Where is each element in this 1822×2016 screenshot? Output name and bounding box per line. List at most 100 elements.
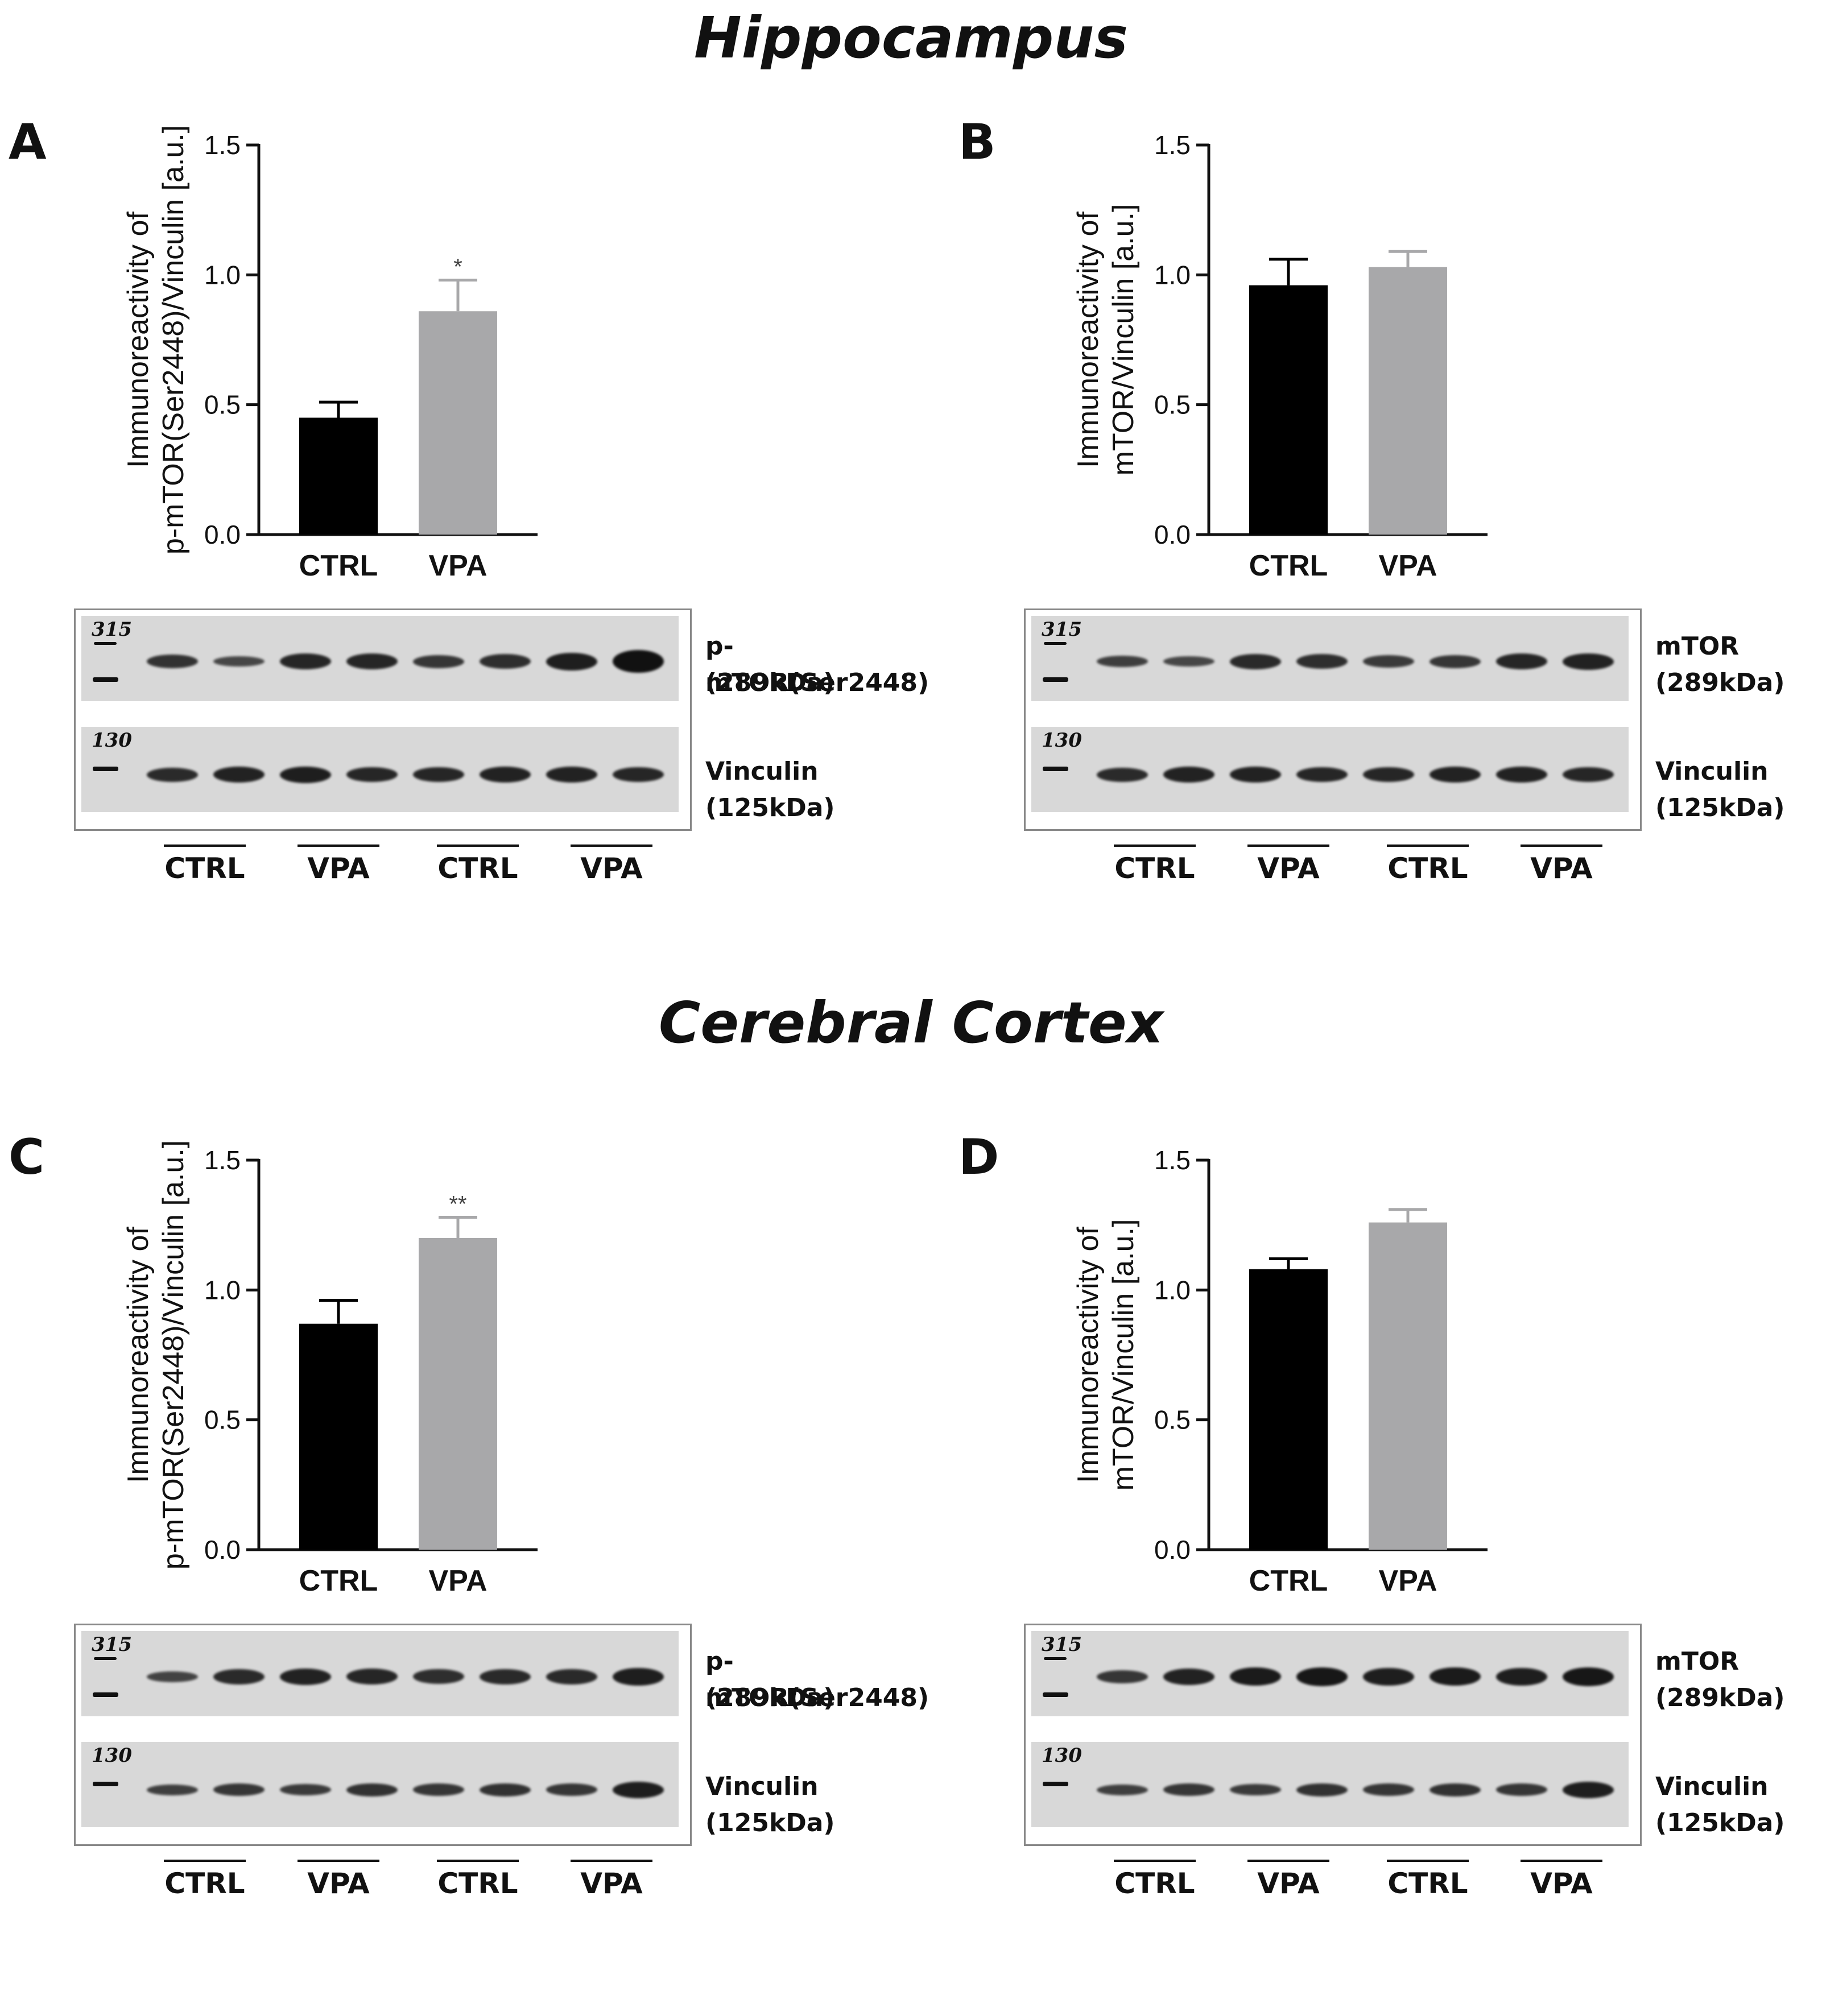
ladder-marker-label: 315	[92, 618, 132, 641]
panel-c: C 0.0 0.5 1.0 1.5 Immunoreactivity ofp-mTOR(…	[9, 1129, 929, 2016]
blot-band	[1097, 1784, 1148, 1795]
blot-band	[1363, 767, 1414, 782]
ladder-marker-label: 315	[92, 1633, 132, 1656]
ladder-band	[93, 767, 118, 771]
target-kda-label: (289kDa)	[705, 668, 835, 697]
bar-vpa	[419, 311, 497, 535]
group-underline	[437, 845, 519, 847]
category-label: VPA	[1378, 549, 1437, 582]
blot-frame: 315 130	[74, 1624, 692, 1846]
loading-kda-label: (125kDa)	[705, 1808, 835, 1837]
target-kda-label: (289kDa)	[1655, 1683, 1785, 1712]
y-tick-label: 1.0	[1154, 260, 1191, 289]
group-label: VPA	[1257, 852, 1320, 885]
ladder-marker-label: 130	[92, 1744, 132, 1767]
blot-band	[1163, 767, 1214, 783]
significance-marker: **	[449, 1191, 466, 1216]
blot-band	[1097, 1670, 1148, 1683]
loading-blot-strip: 130	[1031, 727, 1629, 812]
target-protein-label: mTOR	[1655, 1647, 1740, 1676]
loading-kda-label: (125kDa)	[1655, 793, 1785, 822]
blot-band	[1563, 1667, 1614, 1686]
y-axis-label-line: Immunoreactivity of	[1072, 1227, 1105, 1483]
y-tick-label: 0.0	[204, 1535, 241, 1564]
y-axis-label-line: mTOR/Vinculin [a.u.]	[1107, 1219, 1140, 1491]
blot-band	[546, 1669, 597, 1684]
y-axis-label: Immunoreactivity ofmTOR/Vinculin [a.u.]	[1072, 1219, 1140, 1491]
blot-band	[346, 1669, 398, 1684]
ladder-marker-label: 130	[1042, 729, 1082, 752]
ladder-band	[1044, 642, 1067, 645]
ladder-band	[93, 677, 118, 682]
ladder-band	[93, 1692, 118, 1697]
blot-band	[1097, 767, 1148, 782]
blot-band	[1296, 654, 1348, 669]
group-label: CTRL	[1114, 1867, 1195, 1900]
group-underline	[298, 845, 379, 847]
category-label: VPA	[428, 1564, 487, 1597]
blot-band	[213, 767, 265, 783]
group-underline	[1521, 1860, 1602, 1862]
blot-band	[1496, 1667, 1547, 1686]
group-label: VPA	[1530, 1867, 1593, 1900]
blot-band	[613, 1667, 664, 1686]
hippocampus-title: Hippocampus	[693, 5, 1129, 71]
blot-band	[147, 1784, 198, 1795]
bar-vpa	[1369, 1222, 1447, 1550]
blot-band	[280, 1668, 331, 1685]
blot-band	[346, 653, 398, 669]
category-label: VPA	[1378, 1564, 1437, 1597]
blot-frame: 315 130	[74, 608, 692, 831]
y-axis-label-line: p-mTOR(Ser2448)/Vinculin [a.u.]	[157, 125, 190, 554]
blot-band	[613, 1781, 664, 1798]
bar-chart: 0.0 0.5 1.0 1.5 Immunoreactivity ofmTOR/Vinc…	[1072, 1145, 1488, 1597]
bar-ctrl	[299, 1323, 378, 1550]
bar-ctrl	[1249, 1269, 1328, 1550]
ladder-marker-label: 130	[92, 729, 132, 752]
category-label: CTRL	[299, 549, 378, 582]
blot-band	[1563, 653, 1614, 670]
blot-band	[1429, 655, 1481, 668]
ladder-band	[1043, 1692, 1068, 1697]
loading-blot-strip: 130	[81, 1742, 679, 1827]
target-protein-label: p-mTOR(Ser2448)	[705, 632, 929, 697]
y-tick-label: 1.5	[1154, 1145, 1191, 1175]
group-label: CTRL	[164, 852, 245, 885]
y-tick-label: 1.0	[204, 260, 241, 289]
blot-band	[1429, 1783, 1481, 1796]
target-kda-label: (289kDa)	[705, 1683, 835, 1712]
blot-band	[480, 767, 531, 783]
bar-vpa	[419, 1238, 497, 1550]
group-underline	[1387, 1860, 1469, 1862]
blot-band	[1097, 656, 1148, 667]
target-protein-label: mTOR	[1655, 632, 1740, 661]
blot-band	[147, 655, 198, 668]
blot-band	[1230, 1784, 1281, 1795]
blot-band	[480, 1669, 531, 1684]
blot-band	[1496, 653, 1547, 669]
category-label: CTRL	[1249, 1564, 1328, 1597]
blot-band	[1163, 1783, 1214, 1796]
group-label: VPA	[580, 1867, 643, 1900]
target-blot-strip: 315	[1031, 1631, 1629, 1716]
panel-d: D 0.0 0.5 1.0 1.5 Immunoreactivity ofmTOR/Vi…	[958, 1129, 1822, 2016]
y-tick-label: 0.5	[1154, 390, 1191, 420]
blot-band	[480, 1783, 531, 1796]
ladder-marker-label: 130	[1042, 1744, 1082, 1767]
blot-band	[1230, 1667, 1281, 1686]
blot-band	[1496, 1783, 1547, 1796]
significance-marker: *	[453, 254, 462, 279]
target-blot-strip: 315	[1031, 616, 1629, 701]
blot-band	[1163, 1668, 1214, 1685]
ladder-band	[1043, 1782, 1068, 1786]
group-underline	[1114, 1860, 1196, 1862]
blot-band	[280, 766, 331, 783]
y-tick-label: 0.0	[1154, 520, 1191, 549]
blot-band	[1230, 653, 1281, 669]
blot-band	[480, 654, 531, 669]
group-underline	[1114, 845, 1196, 847]
blot-band	[413, 655, 464, 668]
y-tick-label: 1.0	[204, 1275, 241, 1305]
loading-blot-strip: 130	[1031, 1742, 1629, 1827]
loading-protein-label: Vinculin	[1655, 757, 1769, 786]
